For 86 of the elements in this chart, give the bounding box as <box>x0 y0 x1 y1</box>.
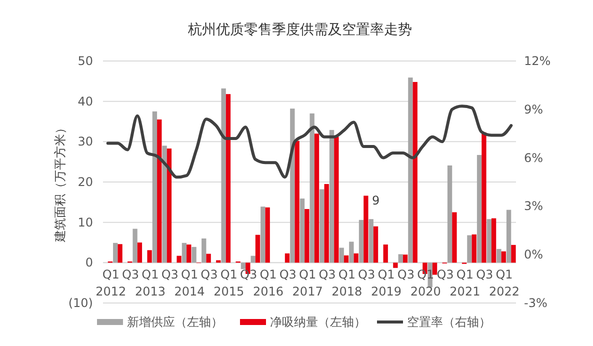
bar <box>157 119 162 263</box>
bar <box>501 251 506 263</box>
bar <box>339 248 344 263</box>
bar <box>310 113 314 263</box>
y2-tick-label: 0% <box>524 248 544 262</box>
bar <box>186 244 192 263</box>
bar <box>491 218 496 263</box>
bar <box>118 244 122 263</box>
bar <box>216 260 221 263</box>
y2-tick-label: 9% <box>524 102 544 116</box>
bar <box>467 235 472 263</box>
bar <box>368 219 374 263</box>
bar <box>304 209 310 263</box>
bar <box>329 130 334 263</box>
line-series <box>106 104 513 179</box>
bar <box>294 140 300 263</box>
y-tick-label: 0 <box>85 256 93 270</box>
bar <box>206 254 211 263</box>
bar <box>314 134 320 263</box>
bar <box>176 256 182 263</box>
bar <box>349 242 354 263</box>
bar <box>354 253 358 263</box>
bar <box>452 212 457 263</box>
bar <box>137 242 142 263</box>
x-tick-label: Q3 <box>436 268 454 282</box>
y2-tick-label: 3% <box>524 199 544 214</box>
bar <box>226 94 231 263</box>
legend-label: 净吸纳量（左轴） <box>270 315 366 329</box>
bar <box>300 198 305 263</box>
bar <box>482 132 486 263</box>
x-tick-label: Q3 <box>161 268 178 282</box>
bar <box>147 250 152 263</box>
legend-label: 新增供应（左轴） <box>127 315 223 329</box>
bar <box>506 210 512 263</box>
bar <box>113 242 118 263</box>
legend-label: 空置率（右轴） <box>407 315 491 329</box>
bar <box>383 244 388 263</box>
x-tick-label: Q3 <box>200 268 218 282</box>
bar <box>162 146 167 263</box>
x-tick-label: Q3 <box>240 268 258 282</box>
bar <box>320 189 324 263</box>
y2-tick-label: 12% <box>524 54 551 68</box>
bar <box>166 148 172 263</box>
bar <box>260 206 266 263</box>
y-tick-label: 20 <box>78 175 93 189</box>
bar <box>447 165 452 263</box>
bar <box>192 246 196 263</box>
data-label: 9 <box>372 193 380 208</box>
bar <box>402 254 408 263</box>
x-tick-label: Q3 <box>358 268 376 282</box>
bar <box>221 88 226 263</box>
bar <box>324 184 329 263</box>
chart-title: 杭州优质零售季度供需及空置率走势 <box>187 22 412 38</box>
bar <box>432 262 438 275</box>
y-tick-label: (10) <box>68 296 93 310</box>
y-axis-title: 建筑面积（万平方米） <box>53 122 67 243</box>
y-tick-label: 40 <box>78 94 93 108</box>
x-tick-label: Q3 <box>318 268 336 282</box>
bar <box>408 78 413 263</box>
bar <box>182 242 187 263</box>
bar <box>265 207 270 263</box>
bar <box>152 111 158 263</box>
bar <box>284 253 290 263</box>
bar <box>132 228 138 263</box>
bar <box>334 136 339 263</box>
y-tick-label: 50 <box>78 54 93 68</box>
bar <box>398 254 403 263</box>
y-tick-label: 30 <box>78 134 93 149</box>
bar <box>476 154 482 263</box>
bar <box>511 244 516 263</box>
bar <box>364 196 368 263</box>
bar <box>344 255 349 263</box>
bar <box>373 226 378 263</box>
y2-tick-label: 6% <box>524 150 544 165</box>
bar <box>496 248 502 263</box>
bar <box>472 234 476 263</box>
bar <box>486 219 492 263</box>
bar <box>202 238 206 263</box>
bar <box>412 82 418 263</box>
y-tick-label: 10 <box>78 215 93 230</box>
bar <box>358 220 364 263</box>
bar <box>255 234 260 263</box>
bar <box>240 262 246 270</box>
y2-tick-label: -3% <box>524 296 548 310</box>
bar <box>250 256 256 263</box>
bar <box>393 262 398 268</box>
